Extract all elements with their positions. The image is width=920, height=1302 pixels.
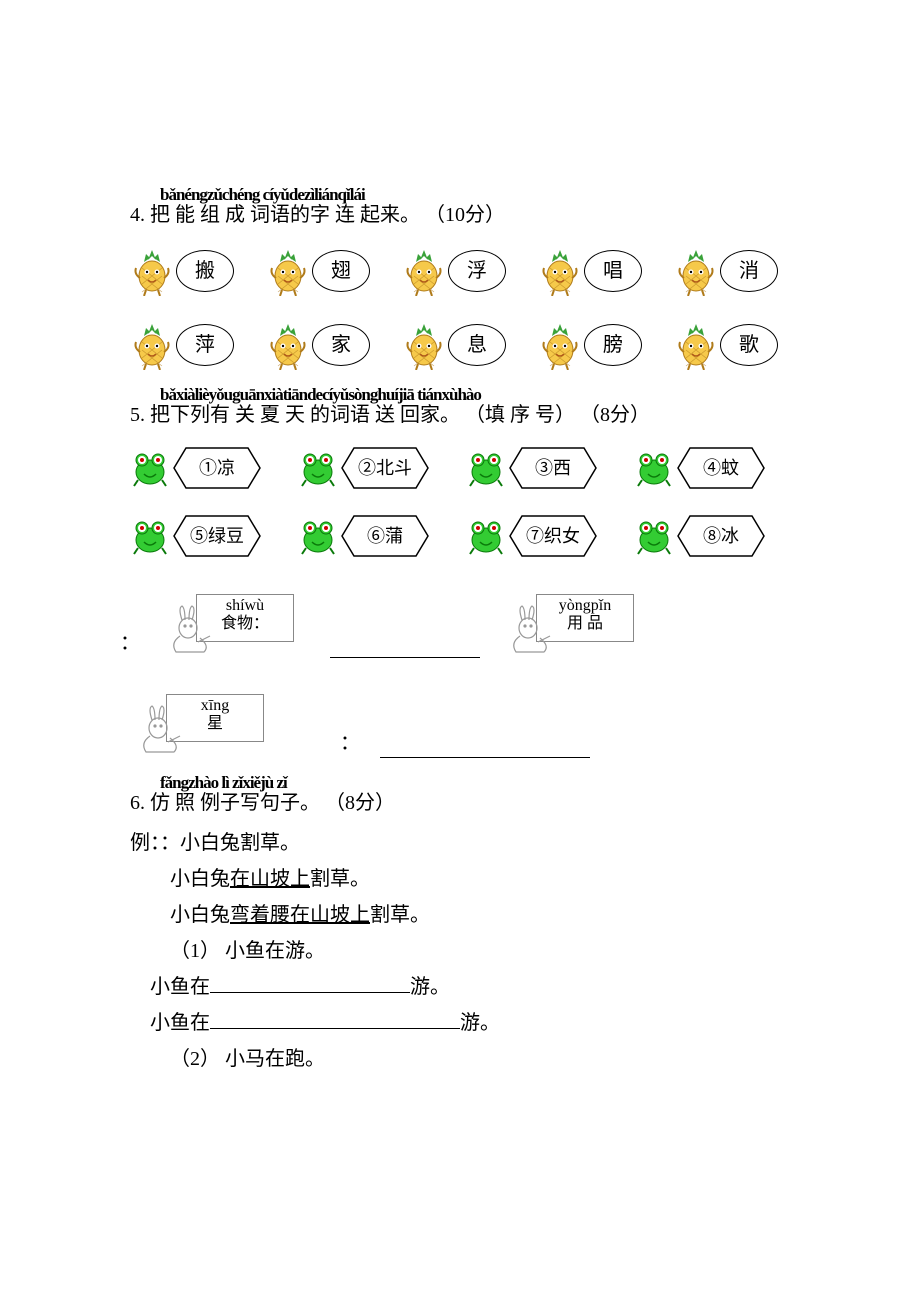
q6-p2-label: （2） 小马在跑。	[130, 1044, 790, 1074]
q6-example-2: 小白兔在山坡上割草。	[130, 864, 790, 894]
circle-char: 翅	[312, 250, 370, 292]
bunny-icon	[500, 598, 560, 658]
q6-p1-label: （1） 小鱼在游。	[130, 936, 790, 966]
q6-example-1: 例：：小白兔割草。	[130, 828, 790, 858]
q4-pinyin: bǎnéngzǔchéng cíyǔdezìliánqǐlái	[160, 182, 365, 208]
char-item: 翅	[266, 246, 370, 296]
frog-icon	[298, 516, 338, 556]
hexagon-word: ①凉	[172, 446, 262, 490]
q5-row1: ①凉 ②北斗 ③西	[130, 446, 790, 490]
q6-body: 例：：小白兔割草。 小白兔在山坡上割草。 小白兔弯着腰在山坡上割草。 （1） 小…	[130, 828, 790, 1074]
circle-char: 浮	[448, 250, 506, 292]
char-item: 歌	[674, 320, 778, 370]
hexagon-word: ⑤绿豆	[172, 514, 262, 558]
fill-line[interactable]	[330, 637, 480, 658]
word-item: ⑥蒲	[298, 514, 430, 558]
pineapple-icon	[674, 246, 718, 296]
frog-icon	[634, 448, 674, 488]
circle-char: 家	[312, 324, 370, 366]
q4-heading: bǎnéngzǔchéng cíyǔdezìliánqǐlái 4. 把 能 组…	[130, 200, 790, 230]
frog-icon	[466, 448, 506, 488]
pineapple-icon	[266, 246, 310, 296]
char-item: 唱	[538, 246, 642, 296]
word-item: ④蚊	[634, 446, 766, 490]
circle-char: 膀	[584, 324, 642, 366]
hexagon-word: ③西	[508, 446, 598, 490]
frog-icon	[130, 448, 170, 488]
char-item: 膀	[538, 320, 642, 370]
hexagon-word: ⑦织女	[508, 514, 598, 558]
circle-char: 搬	[176, 250, 234, 292]
word-item: ①凉	[130, 446, 262, 490]
fill-line[interactable]	[210, 972, 410, 993]
hexagon-word: ②北斗	[340, 446, 430, 490]
char-item: 浮	[402, 246, 506, 296]
char-item: 消	[674, 246, 778, 296]
circle-char: 息	[448, 324, 506, 366]
hexagon-word: ④蚊	[676, 446, 766, 490]
circle-char: 萍	[176, 324, 234, 366]
frog-icon	[298, 448, 338, 488]
bunny-icon	[160, 598, 220, 658]
char-item: 息	[402, 320, 506, 370]
q4-row1: 搬 翅 浮	[130, 246, 790, 296]
word-item: ⑧冰	[634, 514, 766, 558]
char-item: 家	[266, 320, 370, 370]
colon-lead: ：	[120, 628, 140, 658]
q5-pinyin: bǎxiàlièyǒuguānxiàtiāndecíyǔsònghuíjiā t…	[160, 382, 481, 408]
q6-heading: fǎngzhào lì zǐxiějù zǐ 6. 仿 照 例子写句子。 （8分…	[130, 788, 790, 818]
q6-pinyin: fǎngzhào lì zǐxiějù zǐ	[160, 770, 287, 796]
q6-example-3: 小白兔弯着腰在山坡上割草。	[130, 900, 790, 930]
pineapple-icon	[402, 320, 446, 370]
word-item: ③西	[466, 446, 598, 490]
frog-icon	[130, 516, 170, 556]
char-item: 搬	[130, 246, 234, 296]
pineapple-icon	[538, 246, 582, 296]
colon: ：	[340, 728, 360, 758]
q4-row2: 萍 家 息	[130, 320, 790, 370]
word-item: ⑤绿豆	[130, 514, 262, 558]
circle-char: 唱	[584, 250, 642, 292]
q5-answer-row1: ： shíwù 食物： yòngpǐn	[130, 588, 790, 658]
pineapple-icon	[402, 246, 446, 296]
fill-line[interactable]	[380, 737, 590, 758]
word-item: ②北斗	[298, 446, 430, 490]
bunny-icon	[130, 698, 190, 758]
fill-line[interactable]	[210, 1008, 460, 1029]
xing-box: xīng 星	[130, 688, 280, 758]
frog-icon	[466, 516, 506, 556]
pineapple-icon	[130, 320, 174, 370]
shiwu-box: shíwù 食物：	[160, 588, 310, 658]
q6-p1-b: 小鱼在游。	[130, 1008, 790, 1038]
pineapple-icon	[130, 246, 174, 296]
char-item: 萍	[130, 320, 234, 370]
hexagon-word: ⑥蒲	[340, 514, 430, 558]
pineapple-icon	[538, 320, 582, 370]
q6-p1-a: 小鱼在游。	[130, 972, 790, 1002]
yongpin-box: yòngpǐn 用 品	[500, 588, 650, 658]
circle-char: 歌	[720, 324, 778, 366]
word-item: ⑦织女	[466, 514, 598, 558]
pineapple-icon	[674, 320, 718, 370]
q5-heading: bǎxiàlièyǒuguānxiàtiāndecíyǔsònghuíjiā t…	[130, 400, 790, 430]
hexagon-word: ⑧冰	[676, 514, 766, 558]
circle-char: 消	[720, 250, 778, 292]
q5-row2: ⑤绿豆 ⑥蒲 ⑦织女	[130, 514, 790, 558]
pineapple-icon	[266, 320, 310, 370]
frog-icon	[634, 516, 674, 556]
q5-answer-row2: xīng 星 ：	[130, 688, 790, 758]
